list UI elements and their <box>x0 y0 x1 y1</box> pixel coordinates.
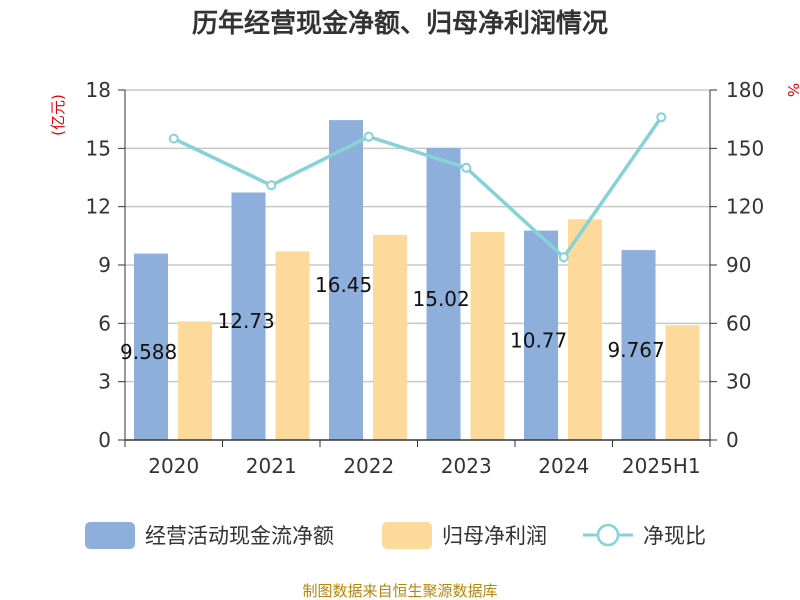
bar-net-profit <box>373 234 407 440</box>
left-axis-tick-label: 9 <box>98 253 111 277</box>
legend-item: 经营活动现金流净额 <box>85 522 334 549</box>
left-axis-unit: (亿元) <box>49 94 67 136</box>
ratio-point <box>656 112 667 123</box>
left-axis-tick-label: 6 <box>98 311 111 335</box>
right-axis-tick-label: 150 <box>726 136 764 160</box>
bar-data-label: 9.588 <box>120 340 177 364</box>
legend-label: 归母净利润 <box>442 524 547 548</box>
bar-cashflow <box>329 120 363 440</box>
bar-net-profit <box>470 231 505 440</box>
x-axis-tick-label: 2023 <box>441 454 492 478</box>
bar-cashflow <box>524 230 558 440</box>
bar-data-label: 15.02 <box>413 287 470 311</box>
bar-data-label: 9.767 <box>608 338 665 362</box>
legend-label: 经营活动现金流净额 <box>145 524 334 548</box>
bar-labels-layer: 9.588 12.73 16.45 15.02 10.77 9.767 <box>120 273 665 364</box>
x-axis-tick-label: 2024 <box>538 454 589 478</box>
right-axis-tick-label: 30 <box>726 370 751 394</box>
legend-label: 净现比 <box>643 524 706 548</box>
bar-data-label: 12.73 <box>218 309 275 333</box>
legend-swatch <box>85 522 135 549</box>
bar-cashflow <box>134 253 168 440</box>
bar-net-profit <box>568 219 602 440</box>
ratio-point <box>558 252 569 263</box>
left-axis-tick-label: 12 <box>86 195 111 219</box>
legend-item: 净现比 <box>583 523 706 548</box>
ratio-line-layer <box>168 112 667 263</box>
bar-net-profit <box>178 321 212 440</box>
right-axis-tick-label: 180 <box>726 78 764 102</box>
bar-data-label: 16.45 <box>315 273 372 297</box>
right-axis-tick-label: 0 <box>726 428 739 452</box>
left-axis-tick-label: 3 <box>98 370 111 394</box>
legend: 经营活动现金流净额 归母净利润 净现比 <box>85 522 706 549</box>
right-axis-tick-label: 60 <box>726 311 751 335</box>
ratio-point <box>266 180 277 191</box>
ratio-point <box>363 131 374 142</box>
legend-swatch <box>382 522 432 549</box>
bar-net-profit <box>665 325 700 440</box>
data-source-note: 制图数据来自恒生聚源数据库 <box>302 582 497 600</box>
right-axis-unit: % <box>784 83 800 97</box>
bar-cashflow <box>621 250 656 440</box>
chart-title: 历年经营现金净额、归母净利润情况 <box>192 8 608 39</box>
left-axis-tick-label: 0 <box>98 428 111 452</box>
bar-cashflow <box>426 147 461 440</box>
bar-data-label: 10.77 <box>510 328 567 352</box>
x-axis-tick-label: 2025H1 <box>622 454 701 478</box>
left-axis-tick-label: 18 <box>86 78 111 102</box>
left-axis-tick-label: 15 <box>86 136 111 160</box>
ratio-point <box>168 133 179 144</box>
grid-lines <box>125 89 710 383</box>
x-axis-tick-label: 2022 <box>343 454 394 478</box>
legend-item: 归母净利润 <box>382 522 547 549</box>
right-axis-tick-label: 90 <box>726 253 751 277</box>
right-axis-tick-label: 120 <box>726 195 764 219</box>
bar-net-profit <box>275 251 310 440</box>
ratio-line <box>172 116 663 259</box>
x-axis-tick-label: 2020 <box>148 454 199 478</box>
legend-line-marker <box>596 523 620 547</box>
ratio-point <box>461 162 472 173</box>
x-axis-tick-label: 2021 <box>246 454 297 478</box>
bars-layer <box>134 120 700 440</box>
bar-cashflow <box>231 192 266 440</box>
